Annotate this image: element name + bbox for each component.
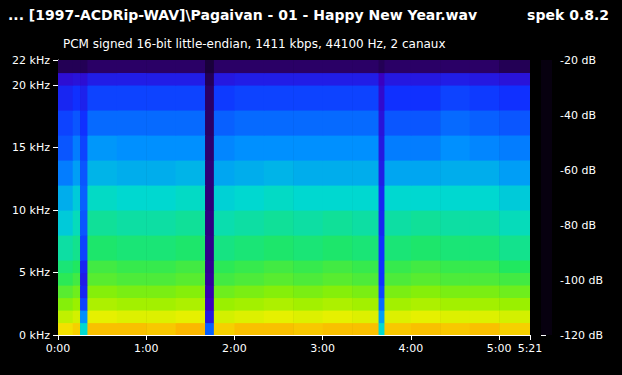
svg-text:1:00: 1:00 (134, 342, 159, 355)
svg-text:-40 dB: -40 dB (560, 109, 596, 122)
svg-text:10 kHz: 10 kHz (12, 204, 50, 217)
svg-text:-60 dB: -60 dB (560, 164, 596, 177)
svg-text:5:21: 5:21 (518, 342, 543, 355)
svg-text:PCM signed 16-bit little-endia: PCM signed 16-bit little-endian, 1411 kb… (63, 37, 446, 51)
svg-text:0:00: 0:00 (46, 342, 71, 355)
svg-text:-120 dB: -120 dB (560, 329, 603, 342)
svg-text:2:00: 2:00 (222, 342, 247, 355)
svg-text:spek 0.8.2: spek 0.8.2 (527, 7, 609, 23)
svg-text:3:00: 3:00 (310, 342, 335, 355)
svg-text:4:00: 4:00 (399, 342, 424, 355)
svg-text:20 kHz: 20 kHz (12, 79, 50, 92)
svg-text:... [1997-ACDRip-WAV]\Pagaivan: ... [1997-ACDRip-WAV]\Pagaivan - 01 - Ha… (8, 7, 477, 23)
svg-text:5 kHz: 5 kHz (19, 266, 50, 279)
svg-text:-20 dB: -20 dB (560, 54, 596, 67)
svg-text:-80 dB: -80 dB (560, 219, 596, 232)
svg-text:22 kHz: 22 kHz (12, 54, 50, 67)
svg-text:-100 dB: -100 dB (560, 274, 603, 287)
svg-text:5:00: 5:00 (487, 342, 512, 355)
svg-text:15 kHz: 15 kHz (12, 141, 50, 154)
svg-text:0 kHz: 0 kHz (19, 329, 50, 342)
